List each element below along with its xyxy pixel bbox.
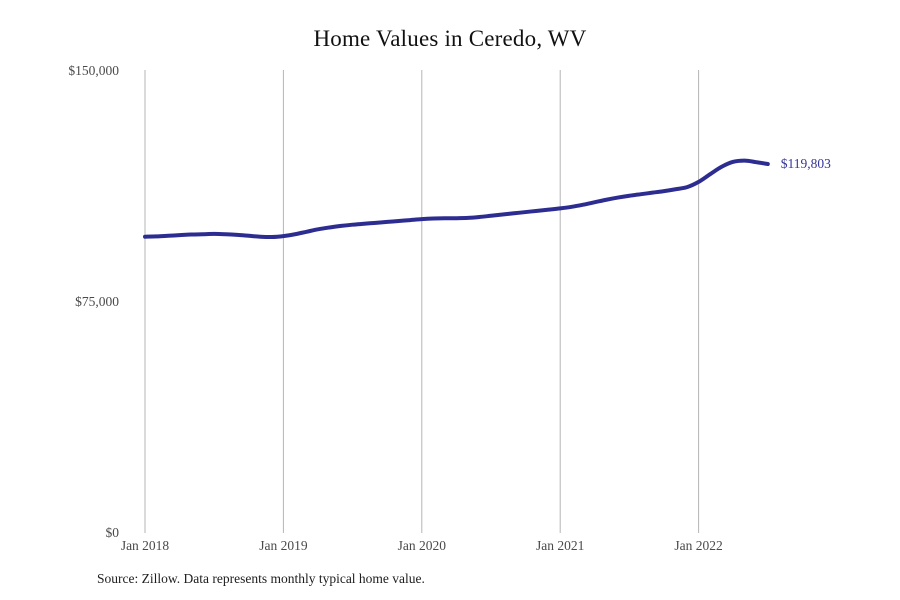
gridlines-group <box>144 70 700 533</box>
data-series-group <box>143 158 770 240</box>
x-axis-tick-label: Jan 2021 <box>536 538 585 553</box>
y-axis-tick-label: $0 <box>105 525 120 540</box>
chart-title: Home Values in Ceredo, WV <box>313 26 587 51</box>
x-axis-tick-label: Jan 2020 <box>397 538 446 553</box>
source-note: Source: Zillow. Data represents monthly … <box>97 571 425 586</box>
series-line-typical-home-value <box>143 158 770 240</box>
x-axis-tick-label: Jan 2018 <box>120 538 170 553</box>
y-axis-tick-label: $150,000 <box>68 63 119 78</box>
x-axis-tick-label: Jan 2022 <box>674 538 723 553</box>
end-value-annotation: $119,803 <box>780 156 831 171</box>
x-axis-tick-label: Jan 2019 <box>259 538 308 553</box>
y-axis-tick-label: $75,000 <box>75 294 119 309</box>
